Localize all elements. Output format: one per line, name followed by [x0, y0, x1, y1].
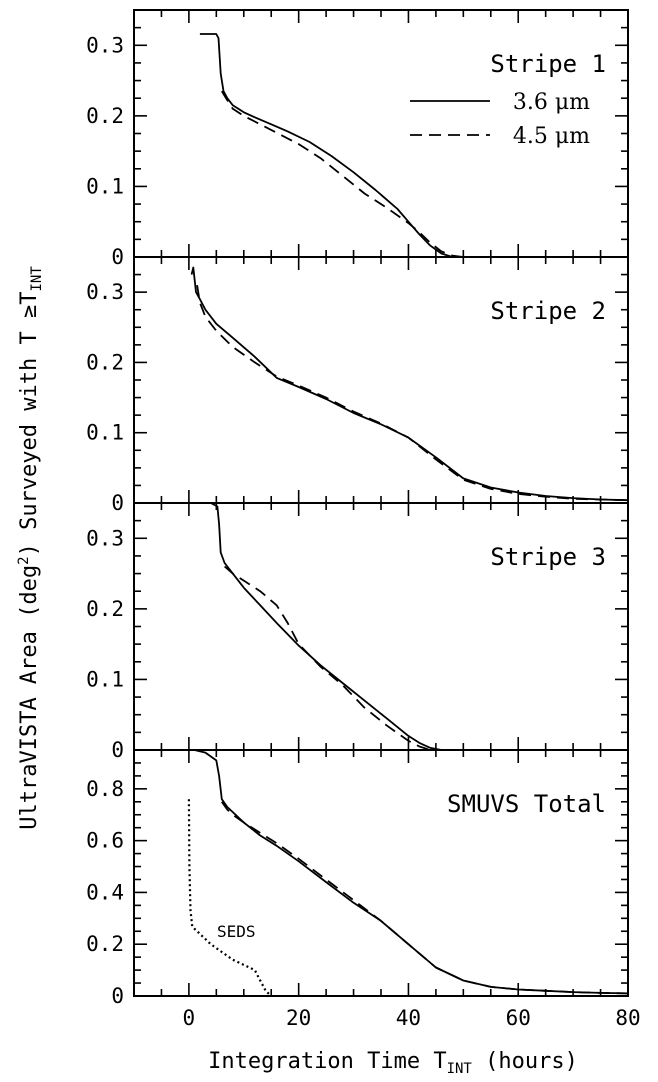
y-tick-label: 0	[111, 738, 124, 762]
series-dashed-line	[196, 284, 628, 502]
panel-title: SMUVS Total	[447, 790, 606, 818]
panel-title: Stripe 2	[490, 297, 606, 325]
y-axis-title: UltraVISTA Area (deg2) Surveyed with T ≥…	[16, 266, 45, 830]
y-tick-label: 0.3	[86, 526, 124, 550]
panel-title: Stripe 1	[490, 50, 606, 78]
panel-title: Stripe 3	[490, 543, 606, 571]
panel-frame	[133, 256, 629, 504]
y-tick-label: 0	[111, 245, 124, 269]
y-tick-label: 0.4	[86, 880, 124, 904]
series-dotted-line	[187, 799, 272, 996]
y-tick-label: 0.1	[86, 174, 124, 198]
series-solid-line	[194, 750, 628, 995]
legend-label: 3.6 μm	[513, 90, 590, 115]
panel-4: 0 0.2 0.4 0.6 0.8 0 20 40 60 80 SMUVS Total SEDS	[86, 749, 641, 1030]
y-tick-label: 0.8	[86, 777, 124, 801]
y-tick-label: 0.1	[86, 667, 124, 691]
x-tick-label: 60	[506, 1006, 531, 1030]
series-solid-line	[199, 503, 442, 750]
x-tick-label: 40	[396, 1006, 421, 1030]
series-dashed-line	[224, 565, 431, 750]
panel-1: 0 0.1 0.2 0.3 Stripe 1 3.6 μm 4.5 μm	[86, 9, 629, 269]
x-axis-title: Integration Time TINT (hours)	[208, 1049, 578, 1077]
y-tick-label: 0.1	[86, 421, 124, 445]
series-solid-line	[199, 33, 453, 257]
panel-2: 0 0.1 0.2 0.3 Stripe 2	[86, 256, 629, 515]
series-solid-line	[190, 266, 628, 502]
panel-3: 0 0.1 0.2 0.3 Stripe 3	[86, 502, 629, 762]
y-tick-label: 0.2	[86, 932, 124, 956]
y-tick-label: 0.2	[86, 350, 124, 374]
x-tick-label: 80	[615, 1006, 640, 1030]
panels-group: 0 0.1 0.2 0.3 Stripe 1 3.6 μm 4.5 μm 0 0.1 0.2 0.3…	[86, 9, 641, 1030]
legend-label: 4.5 μm	[513, 124, 590, 149]
y-tick-label: 0	[111, 491, 124, 515]
y-tick-label: 0.6	[86, 829, 124, 853]
y-tick-label: 0	[111, 984, 124, 1008]
series-dashed-line	[221, 90, 464, 257]
seds-annotation: SEDS	[217, 922, 256, 941]
panel-frame	[133, 749, 629, 997]
x-tick-label: 0	[183, 1006, 196, 1030]
x-tick-label: 20	[286, 1006, 311, 1030]
y-tick-label: 0.2	[86, 104, 124, 128]
y-tick-label: 0.3	[86, 33, 124, 57]
y-tick-label: 0.2	[86, 597, 124, 621]
y-tick-label: 0.3	[86, 280, 124, 304]
series-dashed-line	[221, 801, 628, 995]
